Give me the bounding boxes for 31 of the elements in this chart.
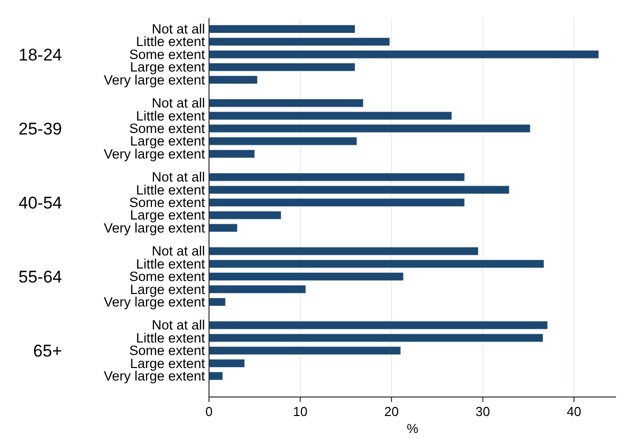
y-tick-label: Large extent xyxy=(130,60,206,75)
text: 40-54 xyxy=(18,194,62,212)
y-tick-label: Some extent xyxy=(129,120,206,136)
y-tick-label: Large extent xyxy=(130,356,206,371)
y-tick-label: Large extent xyxy=(130,282,206,297)
y-tick-label: Not at all xyxy=(152,22,205,36)
y-tick-label: Large extent xyxy=(130,208,206,223)
y-tick-label: Not at all xyxy=(152,96,205,111)
text: 55-64 xyxy=(18,268,62,287)
y-tick-label: Some extent xyxy=(129,269,206,284)
x-tick-label: 0 xyxy=(205,404,213,419)
y-tick-label: Little extent xyxy=(136,330,206,346)
y-tick-label: Some extent xyxy=(129,195,206,210)
y-tick-label: Little extent xyxy=(136,108,206,124)
y-tick-label: Little extent xyxy=(136,182,206,198)
x-tick-label: 30 xyxy=(476,404,490,419)
x-tick-label: 40 xyxy=(566,404,582,419)
y-tick-label: Some extent xyxy=(129,343,206,358)
x-tick-label: 20 xyxy=(384,404,399,419)
y-tick-label: Not at all xyxy=(152,244,205,259)
y-tick-label: Little extent xyxy=(136,34,206,50)
y-tick-label: Not at all xyxy=(152,318,205,333)
y-tick-label: Not at all xyxy=(152,170,205,185)
y-tick-label: Large extent xyxy=(130,134,206,149)
x-axis-title: % xyxy=(406,421,419,436)
text: 18-24 xyxy=(18,45,62,64)
text: 25-39 xyxy=(18,119,62,138)
text: 65+ xyxy=(33,342,62,361)
y-tick-label: Some extent xyxy=(129,46,206,62)
x-tick-label: 10 xyxy=(293,404,308,419)
y-tick-label: Little extent xyxy=(136,256,206,272)
